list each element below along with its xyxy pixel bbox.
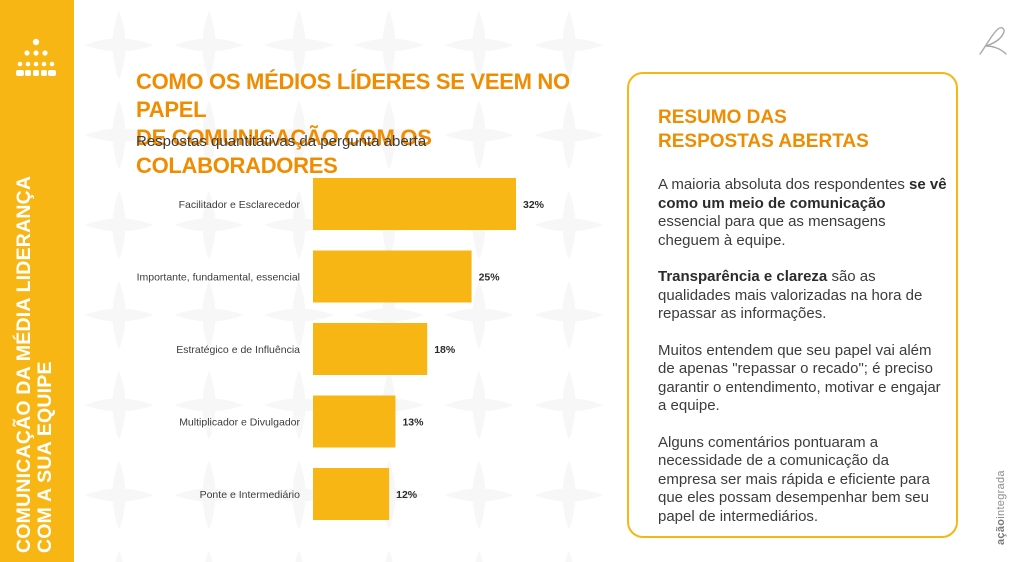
summary-p1-text-c: essencial para que as mensagens cheguem …: [658, 213, 886, 249]
brand-logo-icon: [979, 27, 1007, 55]
summary-paragraph-2: Transparência e clareza são as qualidade…: [658, 268, 948, 324]
bar: [313, 468, 390, 520]
summary-box: RESUMO DAS RESPOSTAS ABERTAS A maioria a…: [627, 72, 958, 538]
summary-paragraph-3: Muitos entendem que seu papel vai além d…: [658, 341, 941, 415]
bar: [313, 178, 516, 230]
value-label: 25%: [479, 272, 501, 284]
chart-subtitle: Respostas quantitativas da pergunta aber…: [136, 133, 427, 150]
summary-title-line2: RESPOSTAS ABERTAS: [658, 131, 869, 152]
summary-p2-bold: Transparência e clareza: [658, 268, 828, 285]
team-hierarchy-icon: [16, 38, 56, 76]
category-label: Estratégico e de Influência: [176, 344, 300, 356]
sidebar-title-line2: COM A SUA EQUIPE: [34, 361, 56, 553]
summary-paragraph-1: A maioria absoluta dos respondentes se v…: [658, 176, 948, 250]
page-title-line1: COMO OS MÉDIOS LÍDERES SE VEEM NO PAPEL: [136, 69, 570, 122]
summary-p2-text: são as qualidades mais valorizadas na ho…: [658, 268, 923, 322]
sidebar-title: COMUNICAÇÃO DA MÉDIA LIDERANÇA COM A SUA…: [13, 175, 56, 553]
summary-title: RESUMO DAS RESPOSTAS ABERTAS: [658, 106, 869, 154]
value-label: 12%: [396, 489, 418, 501]
value-label: 32%: [523, 199, 545, 211]
summary-p1-text-a: A maioria absoluta dos respondentes: [658, 176, 909, 193]
value-label: 18%: [434, 344, 456, 356]
sidebar: COMUNICAÇÃO DA MÉDIA LIDERANÇA COM A SUA…: [0, 0, 74, 562]
brand-name-bold: ação: [995, 518, 1007, 545]
summary-title-line1: RESUMO DAS: [658, 107, 787, 128]
bar: [313, 323, 428, 375]
category-label: Multiplicador e Divulgador: [179, 417, 300, 429]
bar-chart: Facilitador e Esclarecedor 32% Importante,…: [137, 178, 545, 520]
brand-name: açãointegrada: [995, 470, 1007, 545]
category-label: Ponte e Intermediário: [200, 489, 301, 501]
summary-p1-bold: se vê como um meio de comunicação: [658, 176, 947, 212]
sidebar-title-line1: COMUNICAÇÃO DA MÉDIA LIDERANÇA: [13, 175, 35, 553]
summary-paragraph-4: Alguns comentários pontuaram a necessida…: [658, 433, 930, 525]
bar: [313, 250, 472, 303]
category-label: Facilitador e Esclarecedor: [179, 199, 301, 211]
category-label: Importante, fundamental, essencial: [137, 272, 300, 284]
summary-body: A maioria absoluta dos respondentes se v…: [658, 176, 948, 544]
page-title: COMO OS MÉDIOS LÍDERES SE VEEM NO PAPEL …: [136, 68, 616, 180]
value-label: 13%: [402, 417, 424, 429]
brand-name-light: integrada: [995, 470, 1007, 519]
bar: [313, 395, 396, 448]
page-title-line2: DE COMUNICAÇÃO COM OS COLABORADORES: [136, 125, 432, 178]
